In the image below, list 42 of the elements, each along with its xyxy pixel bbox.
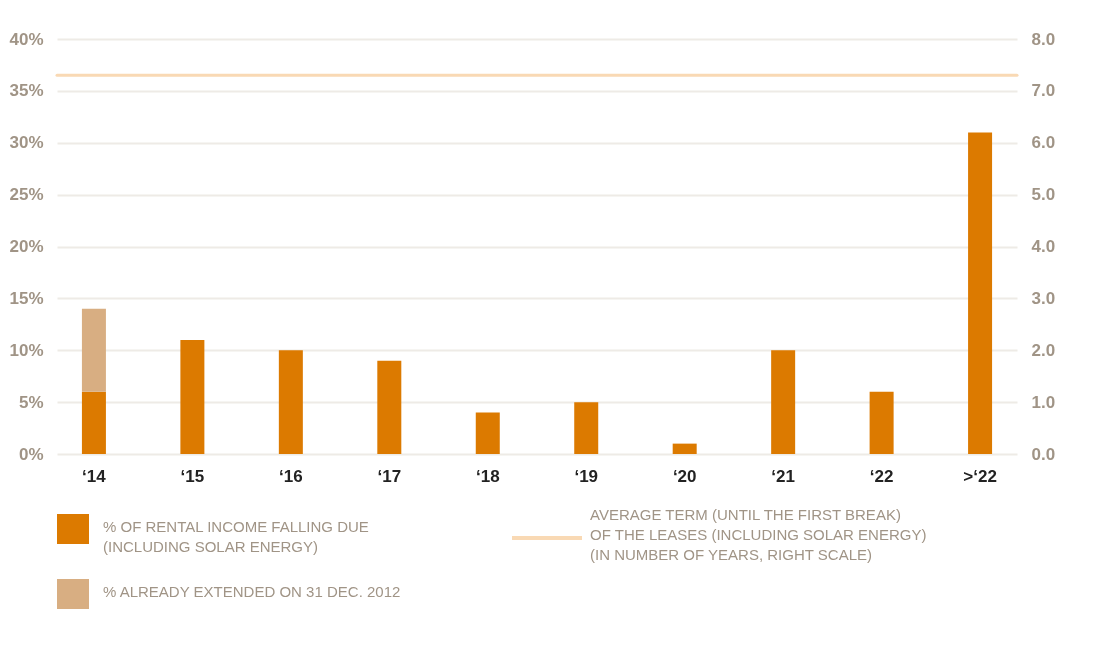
bar xyxy=(968,132,993,454)
bar xyxy=(869,391,894,454)
bar xyxy=(278,350,303,454)
y2-tick-label: 8.0 xyxy=(1031,29,1056,49)
y2-tick-label: 1.0 xyxy=(1031,392,1056,412)
y2-tick-label: 7.0 xyxy=(1031,81,1056,101)
x-tick-label: ‘16 xyxy=(279,466,303,486)
y2-tick-label: 0.0 xyxy=(1031,444,1056,464)
y2-tick-label: 6.0 xyxy=(1031,133,1056,153)
x-tick-label: ‘22 xyxy=(869,466,894,486)
bar xyxy=(180,339,205,454)
legend-label: % OF RENTAL INCOME FALLING DUE (INCLUDING SOLAR ENERGY) xyxy=(103,518,369,555)
y-tick-label: 10% xyxy=(9,340,44,360)
x-tick-label: ‘18 xyxy=(475,466,500,486)
legend-label: AVERAGE TERM (UNTIL THE FIRST BREAK) OF THE LEASES (INCLUDING SOLAR ENERGY) (IN NUMBER OF YEARS, RIGHT SCALE) xyxy=(590,506,927,563)
y-tick-label: 5% xyxy=(18,392,44,412)
bar xyxy=(377,360,402,454)
x-tick-label: ‘17 xyxy=(377,466,402,486)
bar xyxy=(672,443,697,454)
y-tick-label: 0% xyxy=(18,444,44,464)
y2-tick-label: 5.0 xyxy=(1031,185,1056,205)
x-tick-label: ‘21 xyxy=(771,466,795,486)
legend-label: % ALREADY EXTENDED ON 31 DEC. 2012 xyxy=(103,583,401,600)
y-tick-label: 40% xyxy=(9,29,44,49)
bar xyxy=(81,308,106,392)
y-tick-label: 15% xyxy=(9,288,44,308)
y-tick-label: 35% xyxy=(9,81,44,101)
bar xyxy=(771,350,796,454)
x-tick-label: >‘22 xyxy=(963,466,997,486)
x-tick-label: ‘20 xyxy=(672,466,697,486)
y-tick-label: 25% xyxy=(9,185,44,205)
y-tick-label: 20% xyxy=(9,237,44,256)
y2-tick-label: 2.0 xyxy=(1031,340,1056,360)
bar xyxy=(475,412,500,454)
bar xyxy=(574,402,599,454)
bar xyxy=(81,391,106,454)
y2-tick-label: 4.0 xyxy=(1031,237,1056,256)
x-tick-label: ‘19 xyxy=(574,466,599,486)
x-tick-label: ‘15 xyxy=(180,466,205,486)
y-tick-label: 30% xyxy=(9,133,44,153)
x-tick-label: ‘14 xyxy=(82,466,107,486)
y2-tick-label: 3.0 xyxy=(1031,288,1056,308)
